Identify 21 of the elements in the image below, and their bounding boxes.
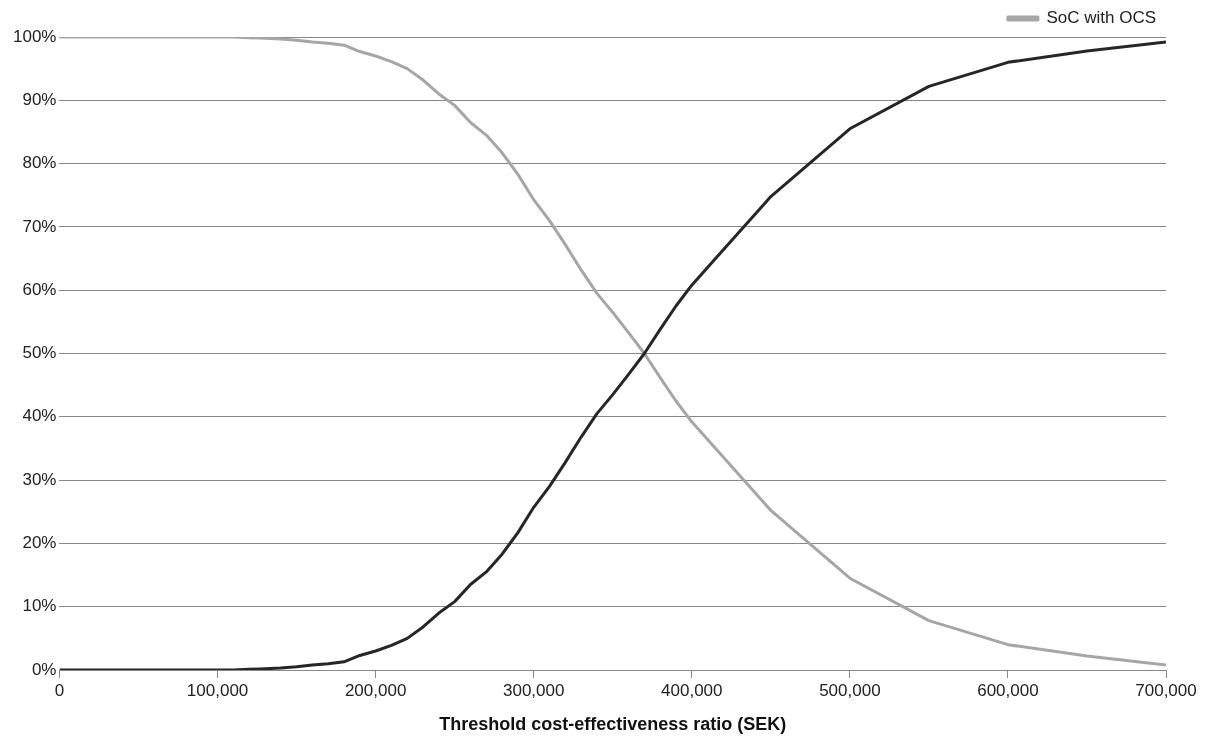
x-tick-label: 100,000 [186,680,249,700]
x-tick-label: 400,000 [661,680,723,700]
y-tick-label: 40% [22,406,57,426]
y-tick-label: 70% [22,216,57,236]
x-tick-label: 0 [54,680,65,700]
y-tick-label: 20% [22,533,57,553]
x-tick-label: 500,000 [819,680,881,700]
y-tick-label: 10% [22,596,57,616]
y-tick-label: 0% [31,659,57,679]
y-tick-label: 30% [22,469,57,489]
x-tick-label: 200,000 [344,680,407,700]
x-axis-title: Threshold cost-effectiveness ratio (SEK) [439,714,787,735]
y-tick-label: 80% [22,153,57,173]
legend-label: SoC with OCS [1046,8,1157,28]
x-tick-label: 700,000 [1135,680,1197,700]
x-tick-label: 300,000 [502,680,565,700]
y-tick-label: 60% [22,279,57,299]
y-tick-label: 90% [22,89,57,109]
y-tick-label: 100% [13,26,57,46]
x-tick-label: 600,000 [977,680,1039,700]
y-tick-label: 50% [22,343,57,363]
